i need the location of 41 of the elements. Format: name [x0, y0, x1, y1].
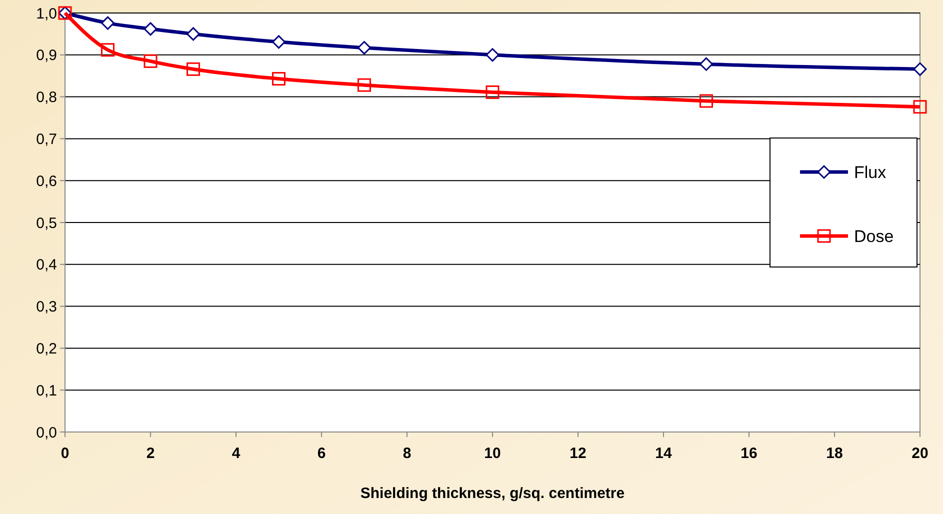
- y-tick-label: 0,4: [36, 256, 57, 274]
- x-axis-title: Shielding thickness, g/sq. centimetre: [360, 485, 625, 502]
- point: [101, 16, 114, 30]
- point: [700, 94, 713, 108]
- y-tick-label: 0,1: [36, 382, 57, 400]
- x-tick-label: 16: [740, 445, 758, 462]
- point: [272, 35, 286, 49]
- y-tick-label: 0,7: [36, 130, 57, 148]
- x-tick-label: 10: [484, 445, 501, 462]
- x-tick-label: 12: [570, 445, 586, 462]
- point: [486, 48, 500, 62]
- point: [913, 62, 927, 76]
- y-tick-label: 0,3: [36, 298, 57, 316]
- point: [101, 43, 114, 57]
- y-tick-label: 0,8: [36, 89, 57, 106]
- y-tick-label: 0,9: [36, 47, 57, 64]
- x-tick-label: 0: [60, 445, 70, 462]
- y-tick-label: 1,0: [36, 5, 57, 22]
- x-tick-label: 2: [146, 445, 155, 462]
- x-tick-label: 18: [826, 445, 843, 462]
- point: [358, 78, 371, 92]
- point: [486, 85, 500, 99]
- point: [700, 57, 713, 71]
- x-tick-label: 4: [232, 445, 241, 462]
- legend-label: Flux: [854, 162, 887, 182]
- point: [272, 72, 286, 86]
- point: [186, 62, 200, 76]
- x-tick-label: 8: [402, 445, 412, 462]
- y-tick-label: 0,0: [36, 424, 57, 442]
- y-tick-label: 0,6: [36, 172, 57, 190]
- legend-label: Dose: [854, 226, 894, 246]
- point: [186, 27, 200, 41]
- y-tick-label: 0,2: [36, 340, 57, 358]
- x-tick-label: 6: [317, 445, 326, 462]
- point: [144, 54, 158, 68]
- point: [144, 22, 158, 36]
- y-tick-label: 0,5: [36, 214, 57, 232]
- x-tick-label: 14: [655, 445, 672, 462]
- point: [358, 41, 371, 55]
- point: [913, 100, 927, 114]
- x-tick-label: 20: [912, 445, 928, 462]
